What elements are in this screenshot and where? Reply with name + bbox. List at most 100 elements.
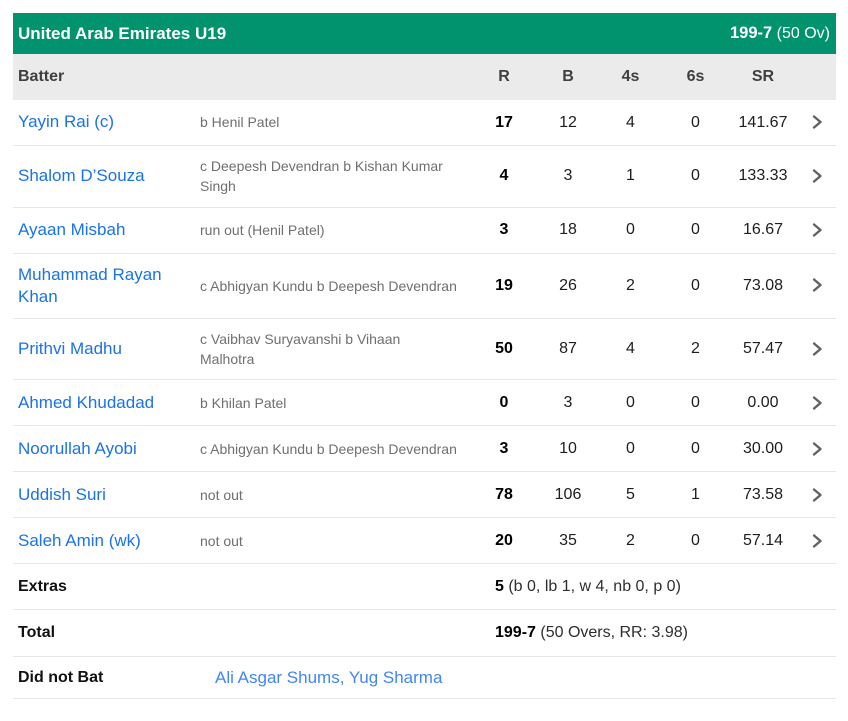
chevron-right-icon[interactable] bbox=[798, 440, 836, 458]
strike-rate-value: 133.33 bbox=[738, 167, 788, 185]
strike-rate-value: 57.14 bbox=[742, 531, 784, 549]
batter-name-link[interactable]: Prithvi Madhu bbox=[18, 339, 122, 359]
score-value: 199-7 bbox=[730, 24, 773, 42]
column-header-batter: Batter bbox=[18, 68, 65, 85]
total-detail: (50 Overs, RR: 3.98) bbox=[535, 624, 688, 642]
batter-row[interactable]: Shalom D’Souza c Deepesh Devendran b Kis… bbox=[13, 146, 836, 208]
total-label: Total bbox=[18, 624, 56, 642]
chevron-right-icon[interactable] bbox=[798, 277, 836, 295]
sixes-value: 2 bbox=[691, 340, 700, 358]
sixes-value: 0 bbox=[691, 276, 700, 294]
batter-row[interactable]: Noorullah Ayobi c Abhigyan Kundu b Deepe… bbox=[13, 426, 836, 473]
batter-name-link[interactable]: Shalom D’Souza bbox=[18, 166, 145, 186]
sixes-value: 0 bbox=[691, 167, 700, 185]
runs-value: 3 bbox=[499, 439, 509, 457]
batter-row[interactable]: Ahmed Khudadad b Khilan Patel 0 3 0 0 0.… bbox=[13, 380, 836, 427]
column-header-sixes: 6s bbox=[686, 68, 705, 85]
balls-value: 106 bbox=[554, 485, 582, 503]
batter-name-link[interactable]: Uddish Suri bbox=[18, 484, 106, 504]
strike-rate-value: 73.08 bbox=[742, 276, 784, 294]
strike-rate-value: 0.00 bbox=[747, 393, 779, 411]
innings-scorecard: United Arab Emirates U19 199-7 (50 Ov) B… bbox=[13, 13, 836, 700]
runs-value: 78 bbox=[495, 485, 513, 503]
chevron-right-icon[interactable] bbox=[798, 340, 836, 358]
runs-value: 4 bbox=[499, 167, 509, 185]
total-row: Total 199-7 (50 Overs, RR: 3.98) bbox=[13, 610, 836, 658]
sixes-value: 0 bbox=[691, 439, 700, 457]
did-not-bat-players-link[interactable]: Ali Asgar Shums, Yug Sharma bbox=[215, 667, 443, 687]
runs-value: 0 bbox=[499, 393, 509, 411]
strike-rate-value: 16.67 bbox=[742, 221, 784, 239]
batter-row[interactable]: Prithvi Madhu c Vaibhav Suryavanshi b Vi… bbox=[13, 319, 836, 381]
fours-value: 2 bbox=[626, 276, 635, 294]
batter-name-link[interactable]: Yayin Rai (c) bbox=[18, 112, 115, 132]
batter-name-link[interactable]: Ahmed Khudadad bbox=[18, 392, 155, 412]
fours-value: 0 bbox=[626, 221, 635, 239]
sixes-value: 0 bbox=[691, 531, 700, 549]
dismissal-text: not out bbox=[200, 532, 243, 549]
batter-name-link[interactable]: Ayaan Misbah bbox=[18, 220, 126, 240]
batter-row[interactable]: Muhammad Rayan Khan c Abhigyan Kundu b D… bbox=[13, 254, 836, 319]
team-name: United Arab Emirates U19 bbox=[18, 23, 227, 43]
balls-value: 18 bbox=[559, 221, 577, 239]
dismissal-text: c Vaibhav Suryavanshi b Vihaan Malhotra bbox=[200, 330, 401, 368]
batter-row[interactable]: Uddish Suri not out 78 106 5 1 73.58 bbox=[13, 472, 836, 519]
batter-name-link[interactable]: Noorullah Ayobi bbox=[18, 438, 137, 458]
runs-value: 50 bbox=[495, 340, 513, 358]
batter-row[interactable]: Ayaan Misbah run out (Henil Patel) 3 18 … bbox=[13, 208, 836, 254]
chevron-right-icon[interactable] bbox=[798, 394, 836, 412]
balls-value: 26 bbox=[559, 276, 577, 294]
table-header-row: Batter R B 4s 6s SR bbox=[13, 54, 836, 100]
fours-value: 0 bbox=[626, 393, 635, 411]
dismissal-text: b Henil Patel bbox=[200, 114, 280, 131]
dismissal-text: c Deepesh Devendran b Kishan Kumar Singh bbox=[200, 158, 443, 195]
team-score-header[interactable]: United Arab Emirates U19 199-7 (50 Ov) bbox=[13, 13, 836, 54]
balls-value: 3 bbox=[563, 167, 573, 185]
balls-value: 12 bbox=[559, 113, 577, 131]
strike-rate-value: 57.47 bbox=[742, 340, 784, 358]
column-header-strike-rate: SR bbox=[751, 68, 775, 85]
fours-value: 1 bbox=[626, 167, 635, 185]
runs-value: 19 bbox=[495, 276, 513, 294]
runs-value: 20 bbox=[495, 531, 513, 549]
batter-row[interactable]: Yayin Rai (c) b Henil Patel 17 12 4 0 14… bbox=[13, 100, 836, 146]
chevron-right-icon[interactable] bbox=[798, 167, 836, 185]
column-header-runs: R bbox=[498, 68, 510, 85]
dismissal-text: run out (Henil Patel) bbox=[200, 221, 325, 238]
batter-row[interactable]: Saleh Amin (wk) not out 20 35 2 0 57.14 bbox=[13, 518, 836, 565]
dismissal-text: not out bbox=[200, 486, 243, 503]
chevron-right-icon[interactable] bbox=[798, 486, 836, 504]
extras-row: Extras 5 (b 0, lb 1, w 4, nb 0, p 0) bbox=[13, 564, 836, 611]
sixes-value: 0 bbox=[691, 113, 700, 131]
fours-value: 4 bbox=[626, 113, 635, 131]
chevron-right-icon[interactable] bbox=[798, 114, 836, 132]
strike-rate-value: 73.58 bbox=[742, 485, 784, 503]
balls-value: 3 bbox=[563, 393, 573, 411]
batter-name-link[interactable]: Muhammad Rayan Khan bbox=[18, 264, 162, 306]
total-value: 199-7 (50 Overs, RR: 3.98) bbox=[495, 624, 688, 642]
dismissal-text: b Khilan Patel bbox=[200, 394, 287, 411]
strike-rate-value: 141.67 bbox=[738, 113, 788, 131]
dismissal-text: c Abhigyan Kundu b Deepesh Devendran bbox=[200, 440, 457, 457]
chevron-right-icon[interactable] bbox=[798, 221, 836, 239]
did-not-bat-row: Did not Bat Ali Asgar Shums, Yug Sharma bbox=[13, 657, 836, 700]
extras-runs: 5 bbox=[495, 577, 504, 595]
overs-value: (50 Ov) bbox=[772, 25, 830, 42]
column-header-fours: 4s bbox=[621, 68, 640, 85]
extras-label: Extras bbox=[18, 577, 67, 595]
chevron-right-icon[interactable] bbox=[798, 532, 836, 550]
extras-value: 5 (b 0, lb 1, w 4, nb 0, p 0) bbox=[495, 578, 681, 596]
sixes-value: 0 bbox=[691, 221, 700, 239]
did-not-bat-label: Did not Bat bbox=[18, 668, 104, 686]
strike-rate-value: 30.00 bbox=[742, 439, 784, 457]
column-header-balls: B bbox=[562, 68, 574, 85]
balls-value: 35 bbox=[559, 531, 577, 549]
balls-value: 10 bbox=[559, 439, 577, 457]
sixes-value: 0 bbox=[691, 393, 700, 411]
sixes-value: 1 bbox=[691, 485, 700, 503]
fours-value: 4 bbox=[626, 340, 635, 358]
fours-value: 2 bbox=[626, 531, 635, 549]
runs-value: 17 bbox=[495, 113, 513, 131]
team-score: 199-7 (50 Ov) bbox=[730, 24, 830, 43]
batter-name-link[interactable]: Saleh Amin (wk) bbox=[18, 530, 141, 550]
